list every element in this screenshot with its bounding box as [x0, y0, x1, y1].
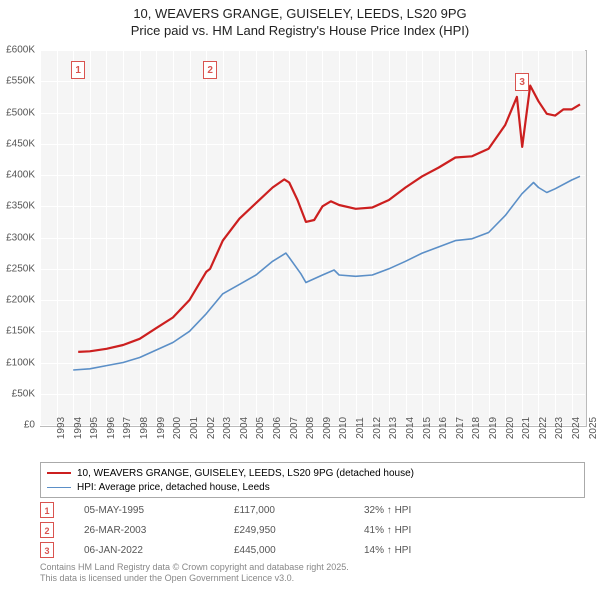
price-marker: 2 [203, 61, 217, 79]
legend-swatch [47, 472, 71, 474]
y-tick-label: £200K [0, 295, 35, 306]
transaction-pct: 41% ↑ HPI [364, 525, 484, 536]
x-tick-label: 2025 [572, 417, 599, 439]
license-text: Contains HM Land Registry data © Crown c… [40, 562, 349, 584]
chart-container: 10, WEAVERS GRANGE, GUISELEY, LEEDS, LS2… [0, 0, 600, 590]
y-tick-label: £600K [0, 45, 35, 56]
transaction-marker: 1 [40, 502, 54, 518]
legend-label: HPI: Average price, detached house, Leed… [77, 482, 270, 493]
transaction-date: 05-MAY-1995 [84, 505, 234, 516]
title-line-1: 10, WEAVERS GRANGE, GUISELEY, LEEDS, LS2… [0, 6, 600, 23]
title-block: 10, WEAVERS GRANGE, GUISELEY, LEEDS, LS2… [0, 0, 600, 40]
series-line [78, 86, 580, 352]
transaction-price: £445,000 [234, 545, 364, 556]
transaction-price: £249,950 [234, 525, 364, 536]
y-tick-label: £300K [0, 232, 35, 243]
transaction-date: 26-MAR-2003 [84, 525, 234, 536]
transaction-price: £117,000 [234, 505, 364, 516]
series-line [73, 176, 580, 370]
y-tick-label: £100K [0, 357, 35, 368]
y-tick-label: £250K [0, 263, 35, 274]
transaction-row: 2 26-MAR-2003£249,95041% ↑ HPI [40, 520, 585, 540]
series-lines [40, 50, 585, 425]
legend-swatch [47, 487, 71, 488]
title-line-2: Price paid vs. HM Land Registry's House … [0, 23, 600, 40]
price-marker: 3 [515, 73, 529, 91]
legend-row: 10, WEAVERS GRANGE, GUISELEY, LEEDS, LS2… [47, 466, 578, 480]
y-tick-label: £150K [0, 326, 35, 337]
y-tick-label: £500K [0, 107, 35, 118]
y-tick-label: £0 [0, 420, 35, 431]
legend: 10, WEAVERS GRANGE, GUISELEY, LEEDS, LS2… [40, 462, 585, 498]
transaction-marker: 3 [40, 542, 54, 558]
license-line-1: Contains HM Land Registry data © Crown c… [40, 562, 349, 573]
y-tick-label: £450K [0, 138, 35, 149]
transaction-row: 1 05-MAY-1995£117,00032% ↑ HPI [40, 500, 585, 520]
transaction-marker: 2 [40, 522, 54, 538]
transaction-table: 1 05-MAY-1995£117,00032% ↑ HPI 2 26-MAR-200… [40, 500, 585, 560]
y-tick-label: £550K [0, 76, 35, 87]
y-tick-label: £350K [0, 201, 35, 212]
y-tick-label: £50K [0, 388, 35, 399]
transaction-pct: 14% ↑ HPI [364, 545, 484, 556]
y-tick-label: £400K [0, 170, 35, 181]
transaction-row: 3 06-JAN-2022£445,00014% ↑ HPI [40, 540, 585, 560]
transaction-date: 06-JAN-2022 [84, 545, 234, 556]
price-marker: 1 [71, 61, 85, 79]
license-line-2: This data is licensed under the Open Gov… [40, 573, 349, 584]
transaction-pct: 32% ↑ HPI [364, 505, 484, 516]
chart-area: 123 £0£50K£100K£150K£200K£250K£300K£350K… [40, 50, 585, 425]
legend-row: HPI: Average price, detached house, Leed… [47, 480, 578, 494]
legend-label: 10, WEAVERS GRANGE, GUISELEY, LEEDS, LS2… [77, 468, 414, 479]
